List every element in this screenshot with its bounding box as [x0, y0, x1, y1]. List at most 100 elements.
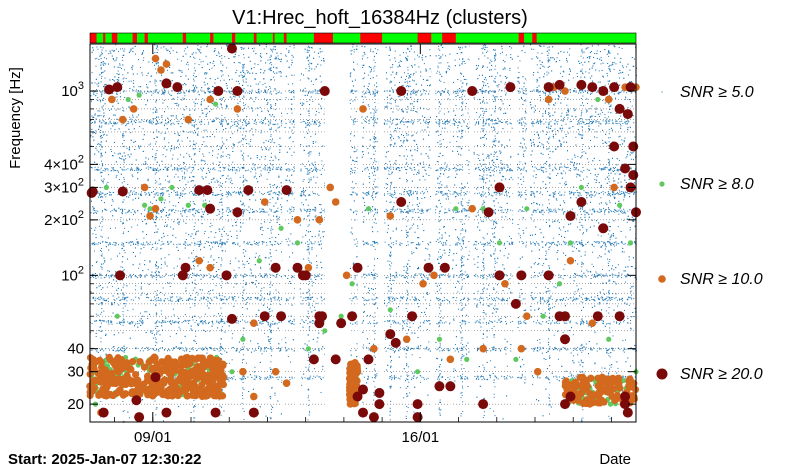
snr5-point [406, 299, 408, 301]
snr5-point [552, 91, 554, 93]
snr5-point [224, 242, 226, 244]
snr5-point [213, 241, 215, 243]
snr5-point [436, 297, 438, 299]
snr5-point [574, 90, 576, 92]
snr5-point [444, 208, 446, 210]
snr5-point [408, 210, 410, 212]
snr5-point [182, 193, 184, 195]
snr5-point [604, 298, 606, 300]
snr5-point [429, 320, 431, 322]
snr5-point [602, 323, 604, 325]
snr5-point [553, 91, 555, 93]
snr5-point [288, 244, 290, 246]
snr5-point [390, 194, 392, 196]
snr5-point [563, 322, 565, 324]
snr5-point [442, 349, 444, 351]
snr5-point [223, 167, 225, 169]
snr5-point [362, 191, 364, 193]
snr5-point [423, 166, 425, 168]
snr5-point [307, 377, 309, 379]
snr5-point [301, 378, 303, 380]
snr5-point [289, 193, 291, 195]
snr5-point [559, 350, 561, 352]
snr5-point [194, 275, 196, 277]
snr5-point [401, 210, 403, 212]
snr5-point [604, 274, 606, 276]
snr5-point [622, 300, 624, 302]
snr5-point [445, 321, 447, 323]
snr5-point [112, 346, 114, 348]
snr5-point [522, 243, 524, 245]
snr5-point [173, 275, 175, 277]
snr5-point [599, 348, 601, 350]
snr5-point [277, 348, 279, 350]
snr5-point [568, 376, 570, 378]
snr5-point [236, 320, 238, 322]
snr5-point [180, 347, 182, 349]
snr5-point [155, 274, 157, 276]
snr5-point [187, 244, 189, 246]
snr5-point [212, 320, 214, 322]
snr5-point [570, 375, 572, 377]
snr5-point [322, 210, 324, 212]
snr5-point [410, 379, 412, 381]
snr5-point [475, 244, 477, 246]
snr5-point [539, 323, 541, 325]
snr5-point [244, 276, 246, 278]
snr5-point [525, 244, 527, 246]
snr5-point [200, 321, 202, 323]
snr5-point [409, 299, 411, 301]
snr5-point [192, 194, 194, 196]
snr5-point [312, 296, 314, 298]
snr5-point [543, 92, 545, 94]
snr5-point [351, 91, 353, 93]
snr5-point [161, 192, 163, 194]
snr5-point [96, 298, 98, 300]
snr5-point [262, 243, 264, 245]
snr5-point [449, 275, 451, 277]
snr5-point [422, 212, 424, 214]
snr5-point [144, 209, 146, 211]
snr5-point [610, 244, 612, 246]
snr5-point [415, 190, 417, 192]
snr5-point [245, 274, 247, 276]
snr5-point [318, 348, 320, 350]
snr5-point [164, 122, 166, 124]
snr5-point [502, 191, 504, 193]
snr5-point [235, 379, 237, 381]
snr5-point [323, 299, 325, 301]
snr5-point [482, 243, 484, 245]
snr5-point [547, 377, 549, 379]
snr5-point [468, 298, 470, 300]
snr5-point [278, 296, 280, 298]
snr5-point [580, 123, 582, 125]
snr5-point [204, 91, 206, 93]
snr5-point [398, 244, 400, 246]
snr5-point [611, 211, 613, 213]
snr5-point [580, 120, 582, 122]
snr5-point [203, 211, 205, 213]
snr5-point [389, 300, 391, 302]
snr5-point [393, 299, 395, 301]
snr5-point [552, 242, 554, 244]
snr5-point [190, 298, 192, 300]
snr5-point [621, 298, 623, 300]
snr5-point [130, 322, 132, 324]
snr5-point [480, 375, 482, 377]
snr5-point [501, 168, 503, 170]
snr5-point [364, 209, 366, 211]
snr5-point [290, 322, 292, 324]
snr5-point [312, 349, 314, 351]
snr5-point [477, 375, 479, 377]
snr5-point [611, 190, 613, 192]
snr5-point [366, 167, 368, 169]
snr5-point [260, 170, 262, 172]
snr5-point [501, 193, 503, 195]
snr5-point [170, 123, 172, 125]
snr5-point [446, 120, 448, 122]
snr5-point [229, 92, 231, 94]
snr5-point [626, 276, 628, 278]
snr5-point [117, 348, 119, 350]
snr5-point [575, 273, 577, 275]
snr5-point [532, 192, 534, 194]
